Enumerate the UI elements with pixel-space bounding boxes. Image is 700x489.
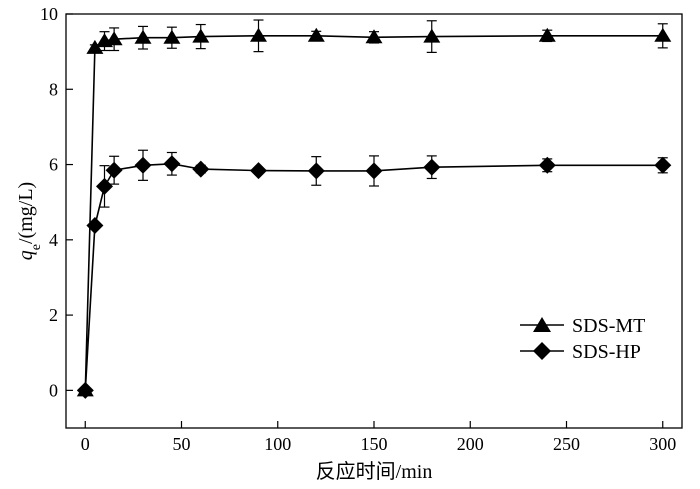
y-tick-label: 8 bbox=[49, 79, 58, 99]
y-tick-label: 6 bbox=[49, 155, 58, 175]
x-tick-label: 200 bbox=[457, 434, 484, 454]
x-tick-label: 150 bbox=[361, 434, 388, 454]
legend-label-sds-mt: SDS-MT bbox=[572, 315, 645, 337]
data-point-sds-mt bbox=[86, 39, 104, 54]
data-point-sds-mt bbox=[192, 28, 210, 43]
plot-frame bbox=[65, 13, 683, 429]
data-point-sds-hp bbox=[307, 162, 325, 180]
legend-marker-sds-hp bbox=[533, 342, 551, 360]
legend: SDS-MT SDS-HP bbox=[520, 315, 645, 363]
data-point-sds-hp bbox=[134, 156, 152, 174]
data-point-sds-hp bbox=[538, 156, 556, 174]
data-point-sds-hp bbox=[365, 162, 383, 180]
x-tick-label: 100 bbox=[264, 434, 291, 454]
data-point-sds-mt bbox=[307, 27, 325, 42]
x-tick-label: 300 bbox=[649, 434, 676, 454]
series-line-sds-mt bbox=[84, 34, 663, 391]
data-point-sds-hp bbox=[163, 155, 181, 173]
data-point-sds-mt bbox=[134, 29, 152, 44]
data-point-sds-hp bbox=[76, 381, 94, 399]
y-axis-label: qe/(mg/L) bbox=[15, 182, 44, 260]
y-tick-label: 2 bbox=[49, 305, 58, 325]
data-point-sds-mt bbox=[105, 31, 123, 46]
data-point-sds-hp bbox=[96, 177, 113, 195]
data-point-sds-mt bbox=[654, 27, 672, 42]
data-point-sds-mt bbox=[163, 29, 181, 44]
data-point-sds-hp bbox=[192, 160, 210, 178]
axis-ticks: 0 50 100 150 200 250 300 0 2 4 6 8 10 bbox=[40, 4, 676, 454]
y-axis-label-sub: e bbox=[29, 244, 44, 250]
data-point-sds-mt bbox=[538, 27, 556, 42]
y-axis-label-var: q bbox=[15, 250, 37, 260]
series-layer bbox=[76, 19, 672, 399]
data-point-sds-mt bbox=[365, 29, 383, 44]
y-axis-label-unit: /(mg/L) bbox=[15, 182, 37, 244]
x-tick-label: 0 bbox=[81, 434, 90, 454]
legend-label-sds-hp: SDS-HP bbox=[572, 341, 641, 363]
data-point-sds-mt bbox=[423, 28, 441, 43]
legend-marker-sds-mt bbox=[533, 317, 551, 332]
x-tick-label: 50 bbox=[173, 434, 191, 454]
series-sds-hp bbox=[76, 149, 672, 399]
data-point-sds-hp bbox=[654, 156, 672, 174]
data-point-sds-hp bbox=[423, 158, 441, 176]
x-axis-label: 反应时间/min bbox=[316, 460, 433, 483]
y-tick-label: 0 bbox=[49, 380, 58, 400]
data-point-sds-hp bbox=[105, 161, 123, 179]
y-tick-label: 10 bbox=[40, 4, 58, 24]
series-sds-mt bbox=[76, 19, 672, 397]
data-point-sds-hp bbox=[86, 217, 104, 234]
y-tick-label: 4 bbox=[49, 230, 58, 250]
x-tick-label: 250 bbox=[553, 434, 580, 454]
data-point-sds-mt bbox=[250, 27, 267, 42]
data-point-sds-hp bbox=[250, 162, 267, 180]
